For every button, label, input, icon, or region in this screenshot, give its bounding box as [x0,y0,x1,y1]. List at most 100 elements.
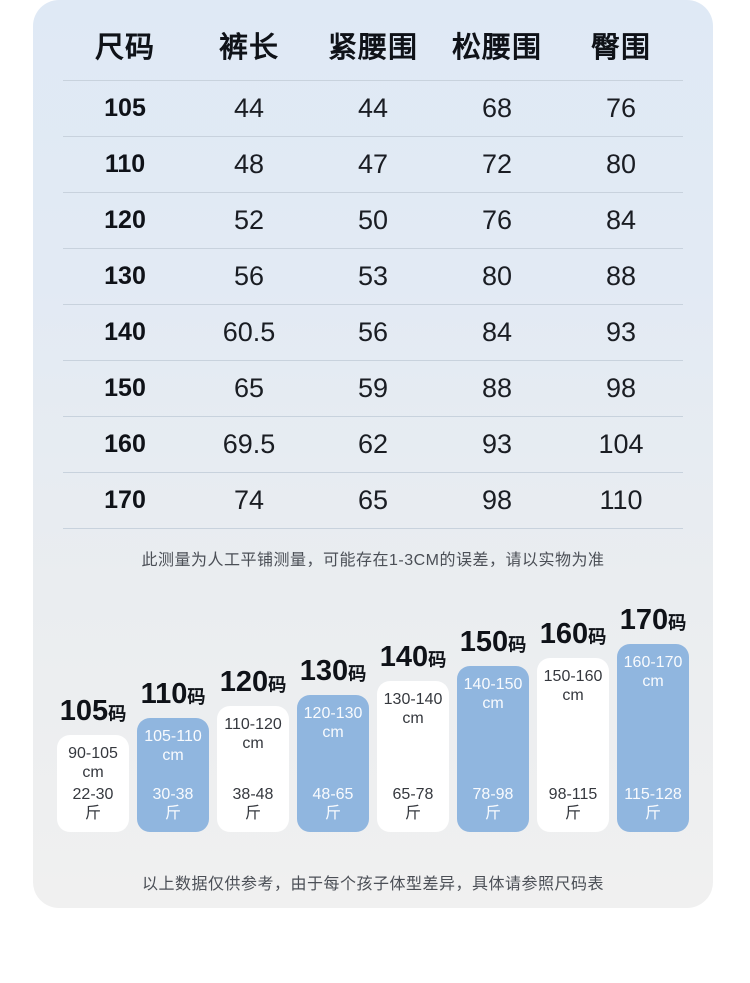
bar-height-group: 120-130 cm [299,705,367,743]
bar-weight-group: 78-98 斤 [459,786,527,824]
column-header-size: 尺码 [94,32,155,64]
bar-weight-unit: 斤 [244,805,261,823]
bar: 130-140 cm 65-78 斤 [377,681,449,832]
bar-weight-range: 98-115 [548,786,598,804]
value-cell: 93 [481,429,513,459]
bar-weight-unit: 斤 [84,805,101,823]
bar-size-label: 105码 [60,697,126,726]
bar-weight-range: 22-30 [72,786,114,804]
bar-weight-unit: 斤 [404,805,421,823]
value-cell: 68 [481,93,513,123]
bar-height-group: 110-120 cm [219,716,287,754]
bar-weight-group: 48-65 斤 [299,786,367,824]
table-row: 120 52 50 76 84 [63,193,683,249]
bar-weight-unit: 斤 [564,805,581,823]
bar-height-range: 90-105 [68,745,118,762]
value-cell: 56 [233,261,265,291]
bar-size-suffix: 码 [348,664,367,684]
bar-weight-unit: 斤 [644,805,661,823]
value-cell: 104 [598,429,644,459]
size-cell: 170 [104,486,146,514]
bar-size-label: 120码 [220,668,286,697]
bar-size-suffix: 码 [268,675,287,695]
table-row: 150 65 59 88 98 [63,361,683,417]
bar-size-suffix: 码 [668,613,687,633]
reference-note: 以上数据仅供参考，由于每个孩子体型差异，具体请参照尺码表 [141,876,604,893]
bar-size-number: 170 [619,604,669,636]
column-header-loose-waist: 松腰围 [451,32,542,64]
bar-weight-range: 30-38 [152,786,194,804]
bar: 120-130 cm 48-65 斤 [297,695,369,832]
bar-weight-group: 30-38 斤 [139,786,207,824]
bar-height-unit: cm [82,763,104,781]
value-cell: 80 [605,149,637,179]
bar-height-unit: cm [402,709,424,727]
value-cell: 50 [357,205,389,235]
value-cell: 53 [357,261,389,291]
bar-weight-unit: 斤 [324,805,341,823]
value-cell: 74 [233,485,265,515]
table-row: 160 69.5 62 93 104 [63,417,683,473]
bar-height-range: 120-130 [303,705,363,722]
bar-weight-group: 22-30 斤 [59,786,127,824]
size-cell: 105 [104,94,146,122]
bar-weight-range: 115-128 [624,786,682,804]
size-cell: 110 [104,150,146,178]
bar-height-unit: cm [482,694,504,712]
bar-height-unit: cm [642,672,664,690]
value-cell: 80 [481,261,513,291]
value-cell: 69.5 [222,429,276,459]
value-cell: 59 [357,373,389,403]
bar: 110-120 cm 38-48 斤 [217,706,289,832]
bar-height-unit: cm [162,746,184,764]
bar-size-label: 110码 [141,680,206,709]
bar-weight-unit: 斤 [164,805,181,823]
value-cell: 88 [481,373,513,403]
bar-weight-group: 38-48 斤 [219,786,287,824]
column-header-hip: 臀围 [590,32,651,64]
bar-height-unit: cm [242,734,264,752]
value-cell: 62 [357,429,389,459]
bar-weight-group: 115-128 斤 [619,786,687,824]
bar-weight-unit: 斤 [484,805,501,823]
bar-height-range: 110-120 [224,716,282,733]
bar: 140-150 cm 78-98 斤 [457,666,529,832]
bar: 90-105 cm 22-30 斤 [57,735,129,832]
value-cell: 72 [481,149,513,179]
bar: 150-160 cm 98-115 斤 [537,658,609,832]
bar-size-number: 140 [379,641,429,673]
bar-item: 120码 110-120 cm 38-48 斤 [217,668,289,832]
value-cell: 98 [481,485,513,515]
value-cell: 98 [605,373,637,403]
value-cell: 76 [605,93,637,123]
bar-size-label: 150码 [460,628,526,657]
size-table: 尺码 裤长 紧腰围 松腰围 臀围 105 44 44 68 76 110 48 … [33,0,713,529]
bar-height-group: 105-110 cm [139,728,207,766]
table-row: 110 48 47 72 80 [63,137,683,193]
bar-height-range: 140-150 [463,676,523,693]
value-cell: 65 [357,485,389,515]
bar-item: 130码 120-130 cm 48-65 斤 [297,657,369,832]
value-cell: 44 [357,93,389,123]
value-cell: 60.5 [222,317,276,347]
value-cell: 65 [233,373,265,403]
bar-item: 140码 130-140 cm 65-78 斤 [377,643,449,832]
bar-size-label: 140码 [380,643,446,672]
table-row: 170 74 65 98 110 [63,473,683,529]
bar-size-number: 110 [140,678,188,710]
bar-size-number: 130 [299,655,349,687]
size-chart-card: 尺码 裤长 紧腰围 松腰围 臀围 105 44 44 68 76 110 48 … [33,0,713,908]
size-table-header: 尺码 裤长 紧腰围 松腰围 臀围 [63,0,683,81]
value-cell: 56 [357,317,389,347]
bar-size-suffix: 码 [187,687,206,707]
value-cell: 110 [599,485,643,515]
bar-weight-range: 38-48 [232,786,274,804]
bar-height-range: 160-170 [623,654,683,671]
bar-size-suffix: 码 [428,650,447,670]
table-row: 140 60.5 56 84 93 [63,305,683,361]
value-cell: 47 [357,149,389,179]
bar-height-group: 140-150 cm [459,676,527,714]
value-cell: 52 [233,205,265,235]
bar-item: 110码 105-110 cm 30-38 斤 [137,680,209,832]
value-cell: 88 [605,261,637,291]
